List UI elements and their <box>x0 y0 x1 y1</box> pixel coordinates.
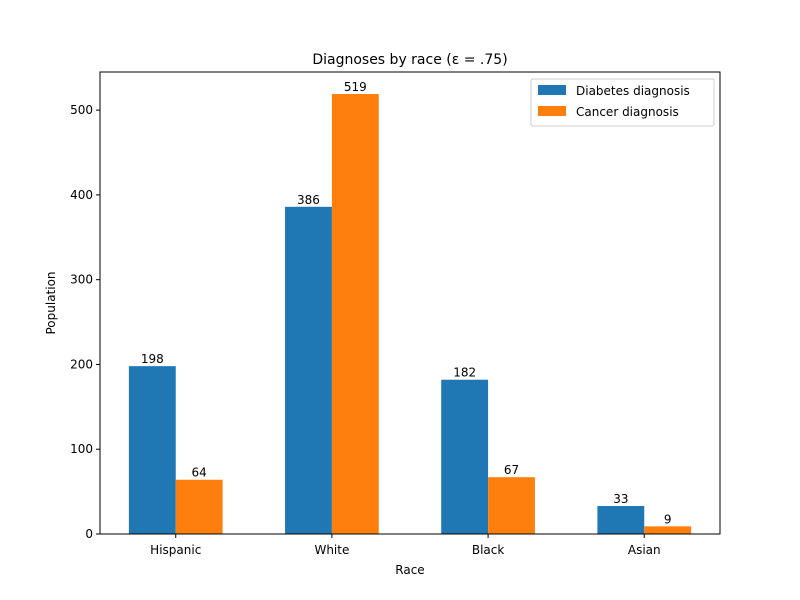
legend-label-cancer: Cancer diagnosis <box>576 105 679 119</box>
data-label-diabetes-hispanic: 198 <box>141 352 164 366</box>
legend-label-diabetes: Diabetes diagnosis <box>576 84 690 98</box>
bar-cancer-hispanic <box>175 479 223 534</box>
legend-swatch-diabetes <box>538 85 566 95</box>
data-label-cancer-asian: 9 <box>664 512 672 526</box>
x-tick-label-asian: Asian <box>628 543 661 557</box>
legend-swatch-cancer <box>538 106 566 116</box>
x-tick-label-hispanic: Hispanic <box>150 543 201 557</box>
y-tick-label-300: 300 <box>70 273 93 287</box>
bar-diabetes-white <box>285 206 332 534</box>
data-label-diabetes-white: 386 <box>297 193 320 207</box>
y-axis: 0 100 200 300 400 500 <box>70 103 100 541</box>
y-tick-label-100: 100 <box>70 442 93 456</box>
chart-title: Diagnoses by race (ε = .75) <box>312 52 507 68</box>
x-tick-label-white: White <box>314 543 349 557</box>
data-label-cancer-white: 519 <box>344 80 367 94</box>
data-label-diabetes-black: 182 <box>453 366 476 380</box>
y-tick-label-0: 0 <box>85 527 93 541</box>
x-axis: Hispanic White Black Asian <box>150 534 661 557</box>
bar-diabetes-asian <box>597 506 645 534</box>
bar-cancer-white <box>331 94 379 534</box>
y-axis-label: Population <box>44 271 58 334</box>
x-tick-label-black: Black <box>472 543 505 557</box>
bar-cancer-asian <box>644 526 692 534</box>
data-label-cancer-hispanic: 64 <box>192 466 207 480</box>
plot-frame <box>99 71 721 535</box>
bar-diabetes-black <box>441 379 489 534</box>
y-tick-label-500: 500 <box>70 103 93 117</box>
x-axis-label: Race <box>395 563 424 577</box>
legend-frame <box>530 78 715 127</box>
plot-area: 198 386 182 33 64 519 67 9 <box>128 80 692 534</box>
bar-cancer-black <box>488 477 535 534</box>
data-label-cancer-black: 67 <box>504 463 519 477</box>
data-label-diabetes-asian: 33 <box>613 492 628 506</box>
legend: Diabetes diagnosis Cancer diagnosis <box>530 78 715 127</box>
bar-diabetes-hispanic <box>128 366 176 534</box>
y-tick-label-200: 200 <box>70 357 93 371</box>
y-tick-label-400: 400 <box>70 188 93 202</box>
